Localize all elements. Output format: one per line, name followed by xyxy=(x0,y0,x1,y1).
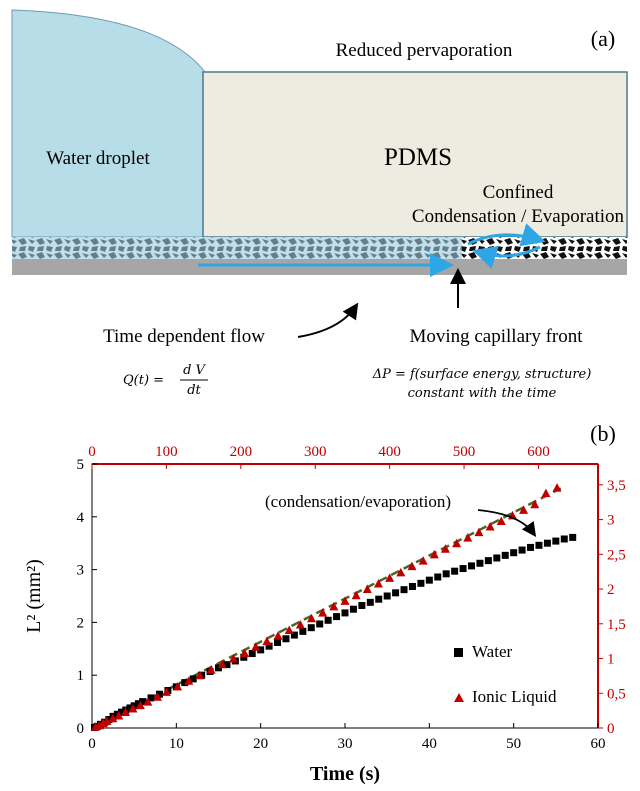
substrate xyxy=(12,259,627,275)
water-point xyxy=(468,562,475,569)
water-point xyxy=(485,557,492,564)
flow-pointer-arrow xyxy=(298,306,356,337)
water-point xyxy=(325,617,332,624)
panel-b-chart: 0 10 20 30 40 50 600 100 200 300 400 500 60001234500… xyxy=(23,421,626,785)
moving-capillary-front-label: Moving capillary front xyxy=(409,326,583,347)
pdms-label: PDMS xyxy=(384,144,452,171)
water-point xyxy=(401,586,408,593)
water-point xyxy=(417,580,424,587)
x-top-tick-label: 100 xyxy=(155,444,178,460)
water-point xyxy=(476,560,483,567)
water-point xyxy=(333,613,340,620)
flow-equation-left: Q(t) = xyxy=(123,373,164,388)
flow-equation-numerator: d V xyxy=(183,363,206,378)
y-right-tick-label: 2,5 xyxy=(607,547,626,563)
x-bottom-tick-label: 0 xyxy=(88,736,96,752)
water-point xyxy=(375,596,382,603)
water-point xyxy=(519,547,526,554)
y-left-tick-label: 0 xyxy=(77,721,85,737)
annotation-text: (condensation/evaporation) xyxy=(265,492,451,511)
water-point xyxy=(308,624,315,631)
x-top-tick-label: 500 xyxy=(453,444,476,460)
water-point xyxy=(342,609,349,616)
reduced-pervaporation-text: Reduced pervaporation xyxy=(336,40,513,61)
water-point xyxy=(350,606,357,613)
water-droplet-shape xyxy=(12,10,205,237)
x-top-tick-label: 600 xyxy=(527,444,550,460)
water-point xyxy=(569,534,576,541)
legend-ionic-label: Ionic Liquid xyxy=(472,687,557,706)
confined-text-line1: Confined xyxy=(483,182,554,203)
water-point xyxy=(282,635,289,642)
x-top-tick-label: 300 xyxy=(304,444,327,460)
flow-equation-denominator: dt xyxy=(187,383,201,398)
pressure-equation-line1: ΔP = f(surface energy, structure) xyxy=(372,367,592,382)
y-right-tick-label: 2 xyxy=(607,582,615,598)
water-droplet-label: Water droplet xyxy=(46,148,150,169)
x-bottom-tick-label: 30 xyxy=(338,736,353,752)
water-point xyxy=(274,639,281,646)
water-point xyxy=(527,544,534,551)
y-left-tick-label: 3 xyxy=(77,563,85,579)
y-right-tick-label: 1 xyxy=(607,652,615,668)
y-right-tick-label: 0 xyxy=(607,721,615,737)
legend-ionic-marker xyxy=(454,693,464,702)
panel-a-label: (a) xyxy=(591,26,615,51)
x-bottom-tick-label: 50 xyxy=(506,736,521,752)
x-axis-label: Time (s) xyxy=(310,763,380,785)
water-point xyxy=(426,577,433,584)
porous-layer-wet-tint xyxy=(12,237,462,259)
water-point xyxy=(510,549,517,556)
legend-water-label: Water xyxy=(472,642,512,661)
y-left-tick-label: 5 xyxy=(77,457,85,473)
water-point xyxy=(384,593,391,600)
y-axis-label: L² (mm²) xyxy=(23,559,45,633)
y-right-tick-label: 0,5 xyxy=(607,686,626,702)
x-bottom-tick-label: 60 xyxy=(591,736,606,752)
water-point xyxy=(409,583,416,590)
x-bottom-tick-label: 10 xyxy=(169,736,184,752)
time-dependent-flow-label: Time dependent flow xyxy=(103,326,265,347)
ionic-liquid-point xyxy=(541,489,550,498)
water-point xyxy=(367,599,374,606)
water-point xyxy=(544,540,551,547)
water-point xyxy=(561,535,568,542)
y-right-tick-label: 1,5 xyxy=(607,617,626,633)
panel-a: (a) Reduced pervaporation Water droplet … xyxy=(12,10,627,401)
legend-water-marker xyxy=(454,648,463,657)
water-point xyxy=(434,573,441,580)
y-left-tick-label: 2 xyxy=(77,615,85,631)
water-point xyxy=(535,542,542,549)
water-point xyxy=(299,628,306,635)
x-bottom-tick-label: 40 xyxy=(422,736,437,752)
y-right-tick-label: 3 xyxy=(607,513,615,529)
panel-b-label: (b) xyxy=(590,421,616,446)
water-point xyxy=(502,552,509,559)
water-point xyxy=(443,570,450,577)
pressure-equation-line2: constant with the time xyxy=(408,386,557,401)
x-bottom-tick-label: 20 xyxy=(253,736,268,752)
water-point xyxy=(358,602,365,609)
x-top-tick-label: 200 xyxy=(230,444,253,460)
water-point xyxy=(249,650,256,657)
x-top-tick-label: 400 xyxy=(378,444,401,460)
y-left-tick-label: 4 xyxy=(77,510,85,526)
water-point xyxy=(451,568,458,575)
confined-text-line2: Condensation / Evaporation xyxy=(412,206,625,227)
x-top-tick-label: 0 xyxy=(88,444,96,460)
y-right-tick-label: 3,5 xyxy=(607,478,626,494)
y-left-tick-label: 1 xyxy=(77,668,85,684)
water-point xyxy=(392,589,399,596)
water-point xyxy=(316,620,323,627)
water-point xyxy=(493,554,500,561)
water-point xyxy=(460,565,467,572)
water-point xyxy=(552,538,559,545)
